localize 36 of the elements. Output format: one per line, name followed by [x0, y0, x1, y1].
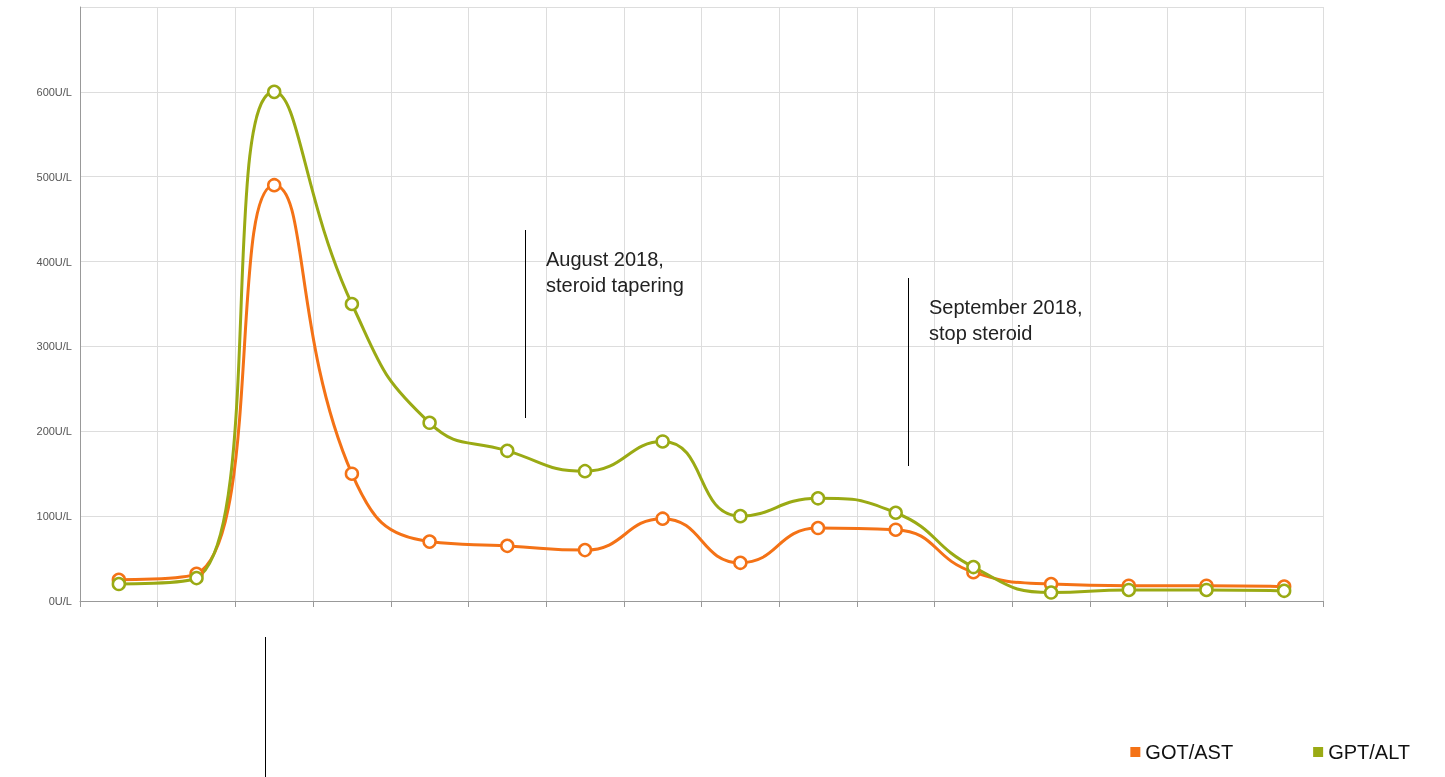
point — [422, 534, 437, 549]
point — [577, 542, 593, 558]
point — [888, 505, 903, 520]
point — [655, 511, 670, 526]
y-tick-label: 100U/L — [36, 510, 72, 523]
point — [655, 434, 670, 449]
point — [810, 491, 826, 506]
point — [966, 559, 981, 575]
point — [1043, 585, 1059, 600]
annotation: September 2018, stop steroid — [929, 295, 1083, 346]
y-tick-label: 300U/L — [36, 340, 72, 353]
point — [733, 555, 748, 571]
point — [1121, 582, 1137, 598]
point — [500, 443, 515, 459]
point — [344, 296, 360, 312]
point — [1199, 582, 1214, 598]
point — [810, 520, 826, 536]
point — [1276, 583, 1292, 599]
y-tick-label: 0U/L — [48, 595, 72, 607]
point — [422, 415, 437, 431]
y-tick-label: 400U/L — [36, 255, 72, 268]
point — [189, 570, 204, 586]
y-tick-label: 200U/L — [36, 425, 72, 438]
legend-label: GPT/ALT — [1328, 741, 1411, 763]
point — [266, 84, 282, 100]
point — [500, 538, 515, 554]
point — [266, 177, 282, 193]
legend-label: GOT/AST — [1145, 741, 1234, 763]
y-tick-label: 500U/L — [36, 170, 72, 183]
annotation: August 2018, steroid tapering — [546, 247, 684, 298]
point — [344, 466, 360, 481]
point — [888, 522, 903, 537]
y-tick-label: 600U/L — [36, 85, 72, 98]
point — [733, 508, 748, 524]
point — [111, 576, 127, 592]
point — [577, 463, 593, 479]
